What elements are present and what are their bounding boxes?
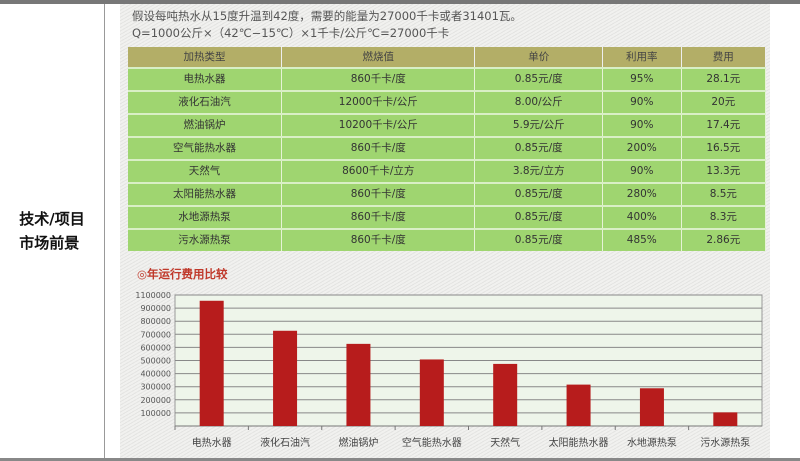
table-cell: 16.5元 (681, 136, 767, 160)
section-label-cell: 技术/项目市场前景 (0, 4, 105, 458)
bar (493, 363, 518, 426)
bar (419, 359, 444, 426)
column-header: 费用 (681, 47, 767, 68)
y-tick-label: 300000 (140, 383, 171, 392)
y-tick-label: 900000 (140, 304, 171, 313)
y-tick-label: 400000 (140, 370, 171, 379)
x-tick-label: 水地源热泵 (627, 436, 677, 449)
table-cell: 燃油锅炉 (128, 113, 283, 137)
x-tick-label: 污水源热泵 (700, 436, 750, 449)
table-cell: 10200千卡/公斤 (281, 113, 476, 137)
column-header: 加热类型 (128, 47, 283, 68)
table-cell: 860千卡/度 (281, 228, 476, 251)
table-cell: 8.00/公斤 (474, 90, 603, 114)
table-cell: 20元 (681, 90, 767, 114)
x-tick-label: 液化石油汽 (260, 436, 310, 449)
table-cell: 90% (602, 159, 682, 183)
table-row: 太阳能热水器 860千卡/度 0.85元/度 280% 8.5元 (128, 182, 767, 206)
table-cell: 8.5元 (681, 182, 767, 206)
table-cell: 280% (602, 182, 682, 206)
column-header: 利用率 (602, 47, 682, 68)
x-tick-label: 燃油锅炉 (338, 436, 378, 449)
table-cell: 28.1元 (681, 67, 767, 91)
bar (199, 300, 224, 426)
table-cell: 0.85元/度 (474, 67, 603, 91)
x-tick-label: 天然气 (490, 436, 520, 449)
table-cell: 电热水器 (128, 67, 283, 91)
table-cell: 0.85元/度 (474, 182, 603, 206)
intro-line-1: 假设每吨热水从15度升温到42度，需要的能量为27000千卡或者31401瓦。 (132, 9, 522, 23)
table-cell: 天然气 (128, 159, 283, 183)
y-tick-label: 500000 (140, 357, 171, 366)
column-header: 单价 (474, 47, 603, 68)
annual-cost-bar-chart: 1100000 900000 800000 700000 600000 500000 400… (135, 291, 763, 449)
table-cell: 8.3元 (681, 205, 767, 229)
table-cell: 5.9元/公斤 (474, 113, 603, 137)
table-cell: 860千卡/度 (281, 205, 476, 229)
x-tick-label: 电热水器 (192, 436, 232, 449)
table-row: 污水源热泵 860千卡/度 0.85元/度 485% 2.86元 (128, 228, 767, 251)
table-row: 天然气 8600千卡/立方 3.8元/立方 90% 13.3元 (128, 159, 767, 183)
table-cell: 860千卡/度 (281, 136, 476, 160)
y-tick-label: 100000 (140, 409, 171, 418)
section-label-line1: 技术/项目 (19, 210, 85, 228)
y-tick-label: 700000 (140, 330, 171, 339)
intro-line-2: Q=1000公斤×（42℃−15℃）×1千卡/公斤℃=27000千卡 (132, 26, 450, 40)
table-cell: 860千卡/度 (281, 182, 476, 206)
y-tick-label: 600000 (140, 343, 171, 352)
table-cell: 8600千卡/立方 (281, 159, 476, 183)
table-cell: 200% (602, 136, 682, 160)
chart-title: ◎年运行费用比较 (137, 267, 228, 281)
table-cell: 90% (602, 90, 682, 114)
bar (273, 330, 298, 426)
table-cell: 3.8元/立方 (474, 159, 603, 183)
table-cell: 太阳能热水器 (128, 182, 283, 206)
column-header: 燃烧值 (281, 47, 476, 68)
table-cell: 860千卡/度 (281, 67, 476, 91)
heating-cost-table: 加热类型 燃烧值 单价 利用率 费用 电热水器 860千卡/度 0.85元/度 95% 28.1… (128, 47, 767, 251)
top-border (0, 0, 800, 4)
table-cell: 2.86元 (681, 228, 767, 251)
table-cell: 485% (602, 228, 682, 251)
table-cell: 水地源热泵 (128, 205, 283, 229)
table-cell: 400% (602, 205, 682, 229)
table-cell: 液化石油汽 (128, 90, 283, 114)
bar (639, 388, 664, 426)
x-tick-label: 空气能热水器 (402, 436, 462, 449)
bar (713, 412, 738, 426)
table-cell: 0.85元/度 (474, 228, 603, 251)
table-row: 空气能热水器 860千卡/度 0.85元/度 200% 16.5元 (128, 136, 767, 160)
bar (566, 384, 591, 426)
table-cell: 污水源热泵 (128, 228, 283, 251)
table-cell: 12000千卡/公斤 (281, 90, 476, 114)
x-tick-label: 太阳能热水器 (549, 436, 609, 449)
y-tick-label: 1100000 (135, 291, 171, 300)
table-cell: 17.4元 (681, 113, 767, 137)
bottom-border (0, 458, 800, 461)
bar (346, 343, 371, 426)
table-cell: 0.85元/度 (474, 136, 603, 160)
table-cell: 13.3元 (681, 159, 767, 183)
y-tick-label: 200000 (140, 396, 171, 405)
section-label-line2: 市场前景 (19, 234, 80, 252)
table-row: 燃油锅炉 10200千卡/公斤 5.9元/公斤 90% 17.4元 (128, 113, 767, 137)
table-header-row: 加热类型 燃烧值 单价 利用率 费用 (128, 47, 767, 68)
table-cell: 0.85元/度 (474, 205, 603, 229)
table-cell: 空气能热水器 (128, 136, 283, 160)
table-row: 液化石油汽 12000千卡/公斤 8.00/公斤 90% 20元 (128, 90, 767, 114)
table-row: 水地源热泵 860千卡/度 0.85元/度 400% 8.3元 (128, 205, 767, 229)
intro-text: 假设每吨热水从15度升温到42度，需要的能量为27000千卡或者31401瓦。 … (132, 8, 522, 42)
y-tick-label: 800000 (140, 317, 171, 326)
table-row: 电热水器 860千卡/度 0.85元/度 95% 28.1元 (128, 67, 767, 91)
table-cell: 95% (602, 67, 682, 91)
table-cell: 90% (602, 113, 682, 137)
